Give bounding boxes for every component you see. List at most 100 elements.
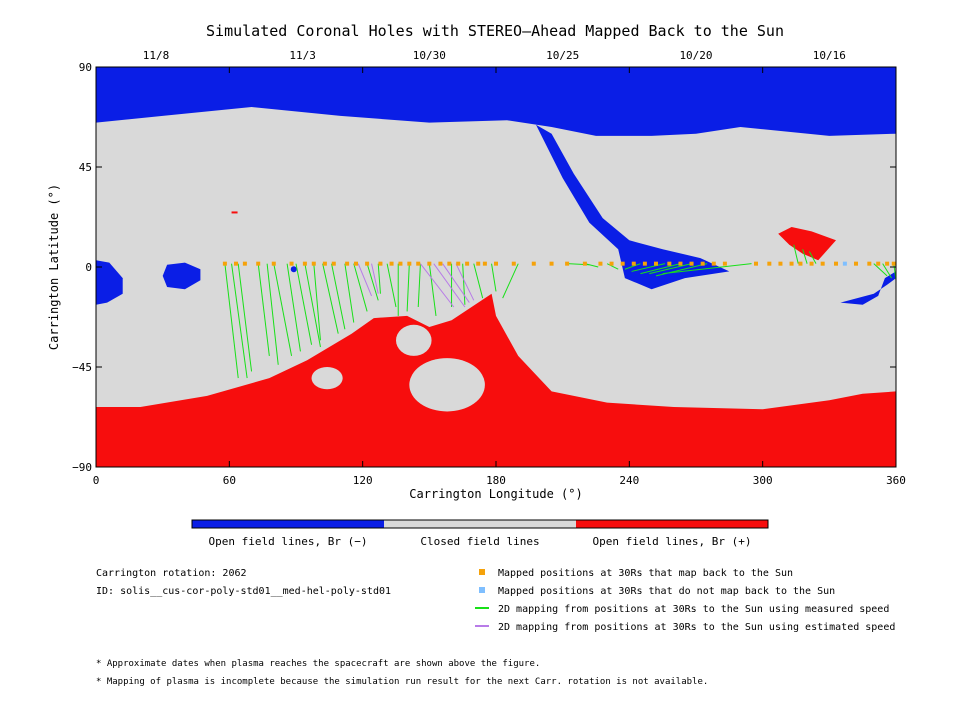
y-tick-label-2: 0 <box>85 261 92 274</box>
mapping-line-measured-3 <box>257 263 270 356</box>
mapped-point-39 <box>689 261 694 266</box>
y-tick-label-0: 90 <box>79 61 92 74</box>
region-north-polar-negative <box>96 67 896 136</box>
mapped-point-32 <box>609 261 614 266</box>
mapping-line-estimated-42 <box>371 263 379 294</box>
run-id-text: ID: solis__cus-cor-poly-std01__med-hel-p… <box>96 586 391 597</box>
mapped-point-9 <box>331 261 336 266</box>
region-south-polar-positive <box>96 293 896 467</box>
mapped-point-31 <box>598 261 603 266</box>
region-positive-north-patch <box>778 227 836 261</box>
x-axis-label: Carrington Longitude (°) <box>409 487 582 501</box>
closed-island-1 <box>409 358 485 412</box>
legend-estimated-label: 2D mapping from positions at 30Rs to the… <box>498 622 895 633</box>
mapped-point-40 <box>700 261 705 266</box>
mapping-line-measured-16 <box>386 263 397 308</box>
region-negative-small-35 <box>162 262 201 290</box>
mapping-line-measured-10 <box>322 263 339 334</box>
region-negative-small-west <box>96 260 123 305</box>
colorbar-segment-closed <box>384 520 576 528</box>
mapped-point-48 <box>809 261 814 266</box>
x-tick-label-360: 360 <box>886 474 906 487</box>
mapping-line-measured-32 <box>649 263 692 275</box>
mapped-point-19 <box>438 261 443 266</box>
mapped-point-22 <box>465 261 470 266</box>
mapping-line-measured-24 <box>491 263 497 292</box>
mapping-line-measured-35 <box>793 244 799 264</box>
mapped-point-30 <box>582 261 587 266</box>
mapping-line-estimated-43 <box>420 263 455 308</box>
legend-measured-label: 2D mapping from positions at 30Rs to the… <box>498 604 889 615</box>
top-date-label-5: 10/16 <box>813 49 846 62</box>
mapping-line-measured-38 <box>873 263 888 277</box>
mapped-point-6 <box>302 261 307 266</box>
mapped-point-27 <box>531 261 536 266</box>
region-negative-tongue <box>536 124 730 290</box>
legend-not-mapped-label: Mapped positions at 30Rs that do not map… <box>498 586 835 597</box>
mapping-line-estimated-44 <box>433 263 466 308</box>
mapped-point-21 <box>456 261 461 266</box>
mapped-point-54 <box>885 261 890 266</box>
mapping-line-measured-31 <box>640 263 681 275</box>
mapped-point-49 <box>820 261 825 266</box>
mapped-point-5 <box>289 261 294 266</box>
mapping-line-measured-13 <box>353 263 368 312</box>
axes-layer: 0 60 120 180 240 300 360 90 45 0 −45 −90 11/8 11/3 10/… <box>72 49 906 487</box>
mapped-point-33 <box>620 261 625 266</box>
colorbar-segment-negative <box>192 520 384 528</box>
mapped-point-50 <box>834 261 838 266</box>
top-date-label-3: 10/25 <box>546 49 579 62</box>
legend-mapped-label: Mapped positions at 30Rs that map back t… <box>498 568 793 579</box>
mapped-point-44 <box>767 261 772 266</box>
colorbar: Open field lines, Br (−) Closed field li… <box>191 519 769 548</box>
mapped-point-53 <box>876 261 881 266</box>
mapping-line-measured-9 <box>313 263 321 341</box>
mapped-point-20 <box>447 261 452 266</box>
mapping-line-measured-18 <box>406 263 410 312</box>
mapped-point-26 <box>511 261 516 266</box>
mapping-line-measured-20 <box>428 263 437 316</box>
mapping-line-measured-36 <box>802 249 808 264</box>
mapped-point-0 <box>222 261 227 266</box>
mapping-line-measured-5 <box>273 263 293 356</box>
x-tick-label-60: 60 <box>223 474 236 487</box>
closed-island-3 <box>271 355 294 370</box>
x-tick-label-300: 300 <box>753 474 773 487</box>
mapped-point-37 <box>667 261 672 266</box>
chart-title: Simulated Coronal Holes with STEREO–Ahea… <box>206 22 784 40</box>
legend-mapped-marker <box>479 569 485 575</box>
mapped-point-47 <box>798 261 803 266</box>
top-date-label-4: 10/20 <box>679 49 712 62</box>
mapped-point-3 <box>256 261 261 266</box>
mapping-line-measured-12 <box>344 263 355 323</box>
mapped-point-28 <box>549 261 554 266</box>
mapping-line-measured-23 <box>473 263 484 299</box>
mapping-line-measured-27 <box>584 263 599 268</box>
region-positive-speck <box>231 211 238 214</box>
mapped-point-8 <box>322 261 327 266</box>
mapped-point-12 <box>365 261 370 266</box>
mapped-point-17 <box>416 261 421 266</box>
not-mapped-point-0 <box>842 261 847 266</box>
mapped-point-51 <box>854 261 858 266</box>
mapping-line-measured-39 <box>882 263 892 279</box>
note-dates: * Approximate dates when plasma reaches … <box>96 659 540 669</box>
mapped-point-15 <box>398 261 403 266</box>
mapped-point-36 <box>654 261 658 266</box>
mapped-point-38 <box>678 261 683 266</box>
map-layer <box>96 67 896 467</box>
y-axis-label: Carrington Latitude (°) <box>47 184 61 350</box>
mapped-point-7 <box>311 261 316 266</box>
x-tick-label-180: 180 <box>486 474 506 487</box>
mapped-point-16 <box>407 261 412 266</box>
colorbar-segment-positive <box>576 520 768 528</box>
mapped-point-4 <box>271 261 276 266</box>
mapped-point-35 <box>642 261 647 266</box>
mapped-point-14 <box>389 261 394 266</box>
mapping-line-measured-34 <box>662 263 752 275</box>
colorbar-label-closed: Closed field lines <box>420 535 539 548</box>
mapped-point-10 <box>345 261 350 266</box>
mapped-point-34 <box>631 261 636 266</box>
mapped-point-41 <box>711 261 716 266</box>
mapped-point-23 <box>476 261 481 266</box>
